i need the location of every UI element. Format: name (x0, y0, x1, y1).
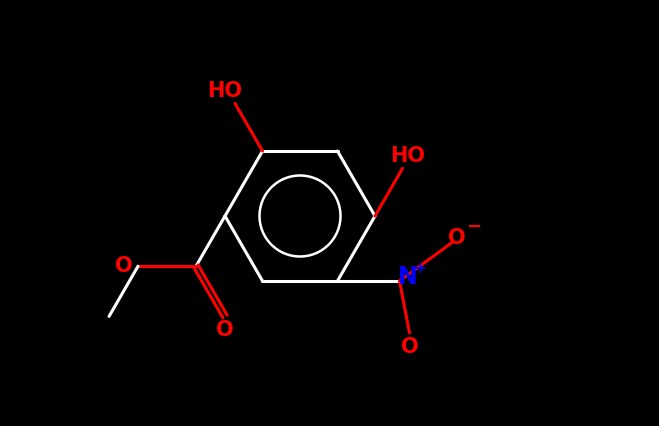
Text: N: N (397, 265, 417, 289)
Text: O: O (216, 320, 234, 340)
Text: O: O (447, 228, 465, 248)
Text: −: − (466, 218, 481, 236)
Text: HO: HO (208, 81, 243, 101)
Text: HO: HO (390, 147, 425, 167)
Text: O: O (401, 337, 418, 357)
Text: +: + (413, 262, 426, 276)
Text: O: O (115, 256, 133, 276)
